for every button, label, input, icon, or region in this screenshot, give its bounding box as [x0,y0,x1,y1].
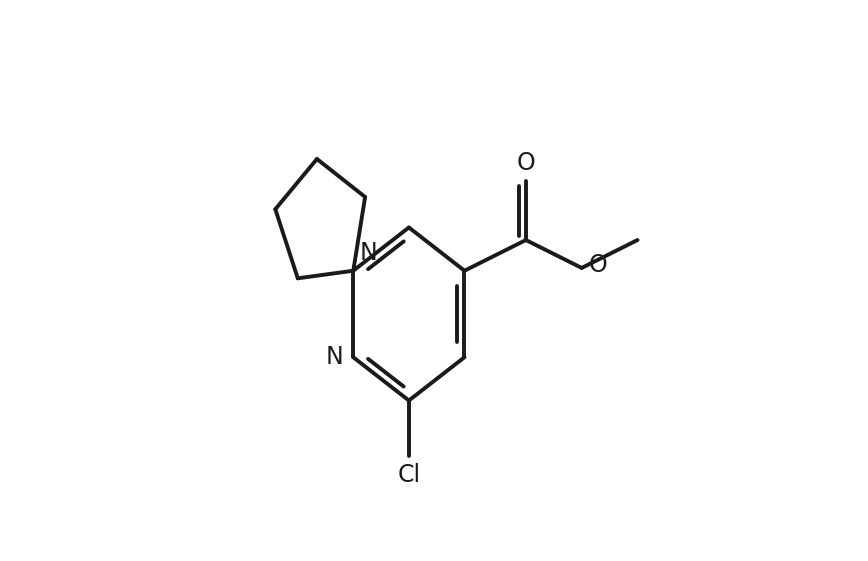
Text: O: O [589,253,607,277]
Text: Cl: Cl [398,463,420,487]
Text: N: N [360,241,378,265]
Text: N: N [326,345,343,369]
Text: O: O [516,151,536,174]
